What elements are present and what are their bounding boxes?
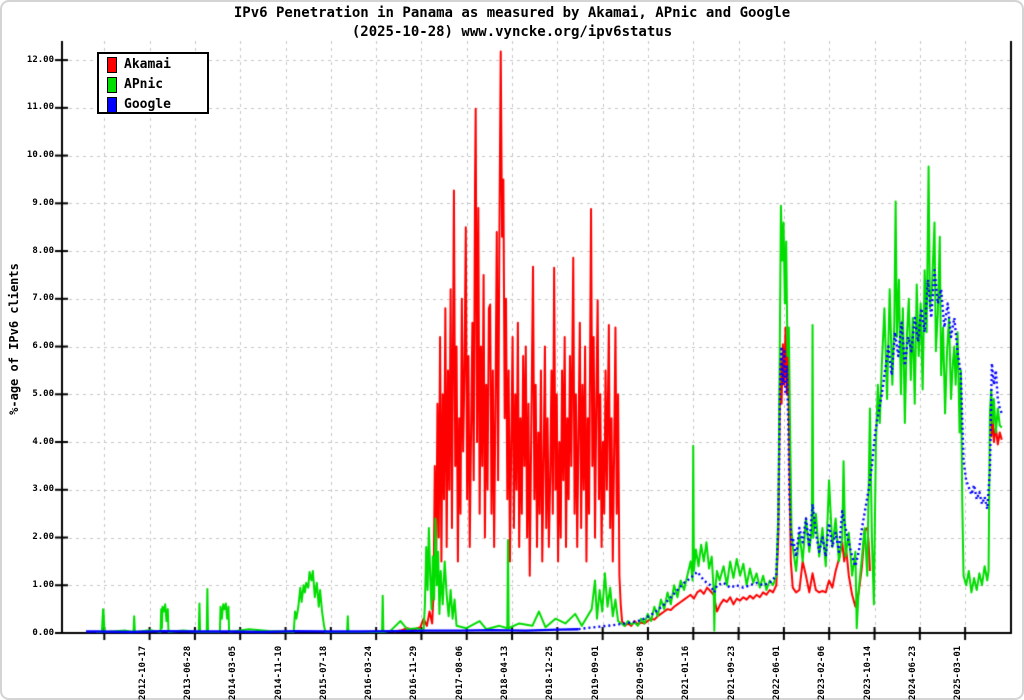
x-tick-label: 2013-06-28 [182, 645, 193, 700]
legend-item-google: Google [99, 95, 207, 114]
y-tick-label: 5.00 [32, 388, 54, 399]
x-tick-label: 2021-09-23 [726, 645, 737, 700]
y-tick-label: 8.00 [32, 245, 54, 256]
x-tick-label: 2024-06-23 [907, 645, 918, 700]
y-tick-label: 12.00 [26, 54, 54, 65]
x-tick-label: 2014-11-10 [273, 645, 284, 700]
x-tick-label: 2014-03-05 [228, 645, 239, 700]
y-tick-label: 1.00 [32, 579, 54, 590]
x-tick-label: 2016-11-29 [409, 645, 420, 700]
chart-subtitle: (2025-10-28) www.vyncke.org/ipv6status [351, 24, 673, 40]
x-tick-label: 2012-10-17 [137, 645, 148, 700]
x-tick-label: 2019-09-01 [590, 645, 601, 700]
y-tick-label: 0.00 [32, 627, 54, 638]
y-tick-label: 9.00 [32, 197, 54, 208]
y-tick-label: 2.00 [32, 532, 54, 543]
legend: Akamai APnic Google [97, 52, 209, 114]
legend-swatch-apnic [107, 76, 117, 93]
legend-label-google: Google [124, 96, 171, 112]
y-tick-label: 11.00 [26, 102, 54, 113]
x-tick-label: 2017-08-06 [454, 645, 465, 700]
x-tick-label: 2023-10-14 [862, 645, 873, 700]
y-tick-label: 6.00 [32, 341, 54, 352]
x-tick-label: 2016-03-24 [364, 645, 375, 700]
chart-title: IPv6 Penetration in Panama as measured b… [233, 5, 791, 21]
x-tick-label: 2018-04-13 [500, 645, 511, 700]
x-tick-label: 2015-07-18 [318, 645, 329, 700]
x-tick-label: 2018-12-25 [545, 645, 556, 700]
x-tick-label: 2021-01-16 [681, 645, 692, 700]
x-tick-label: 2025-03-01 [953, 645, 964, 700]
legend-item-akamai: Akamai [99, 55, 207, 74]
legend-label-akamai: Akamai [124, 56, 171, 72]
legend-swatch-google [107, 96, 117, 113]
x-tick-label: 2020-05-08 [635, 645, 646, 700]
x-tick-label: 2023-02-06 [817, 645, 828, 700]
y-tick-label: 4.00 [32, 436, 54, 447]
legend-item-apnic: APnic [99, 75, 207, 94]
y-tick-label: 7.00 [32, 293, 54, 304]
legend-swatch-akamai [107, 56, 117, 73]
y-tick-label: 10.00 [26, 150, 54, 161]
y-tick-label: 3.00 [32, 484, 54, 495]
x-tick-label: 2022-06-01 [771, 645, 782, 700]
legend-label-apnic: APnic [124, 76, 164, 92]
